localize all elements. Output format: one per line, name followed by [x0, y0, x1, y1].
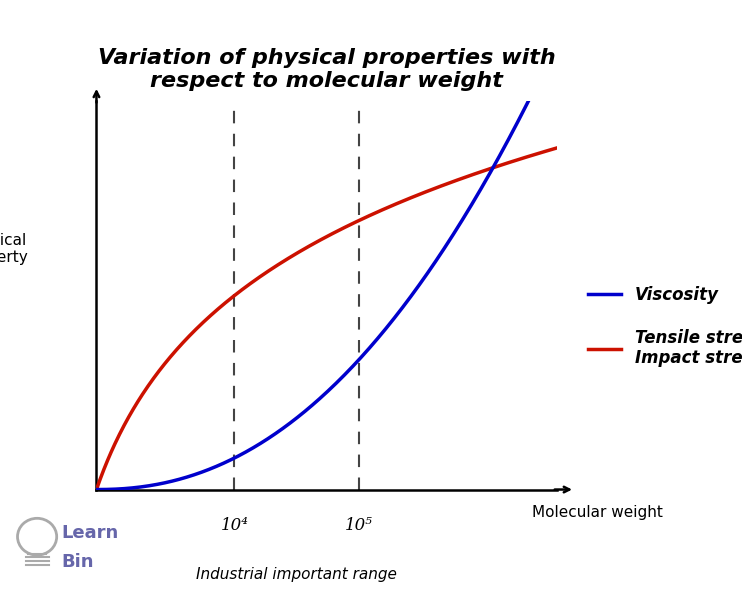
Text: Variation of physical properties with
respect to molecular weight: Variation of physical properties with re… [98, 48, 555, 91]
Text: 10⁵: 10⁵ [345, 517, 372, 534]
Text: Physical
property: Physical property [0, 233, 28, 265]
Text: 10⁴: 10⁴ [220, 517, 249, 534]
Text: Learn: Learn [61, 524, 119, 541]
Text: Bin: Bin [61, 553, 93, 571]
Legend: Viscosity, Tensile strength/
Impact strength: Viscosity, Tensile strength/ Impact stre… [588, 285, 742, 368]
Text: Industrial important range: Industrial important range [196, 567, 397, 582]
Text: Molecular weight: Molecular weight [533, 505, 663, 520]
